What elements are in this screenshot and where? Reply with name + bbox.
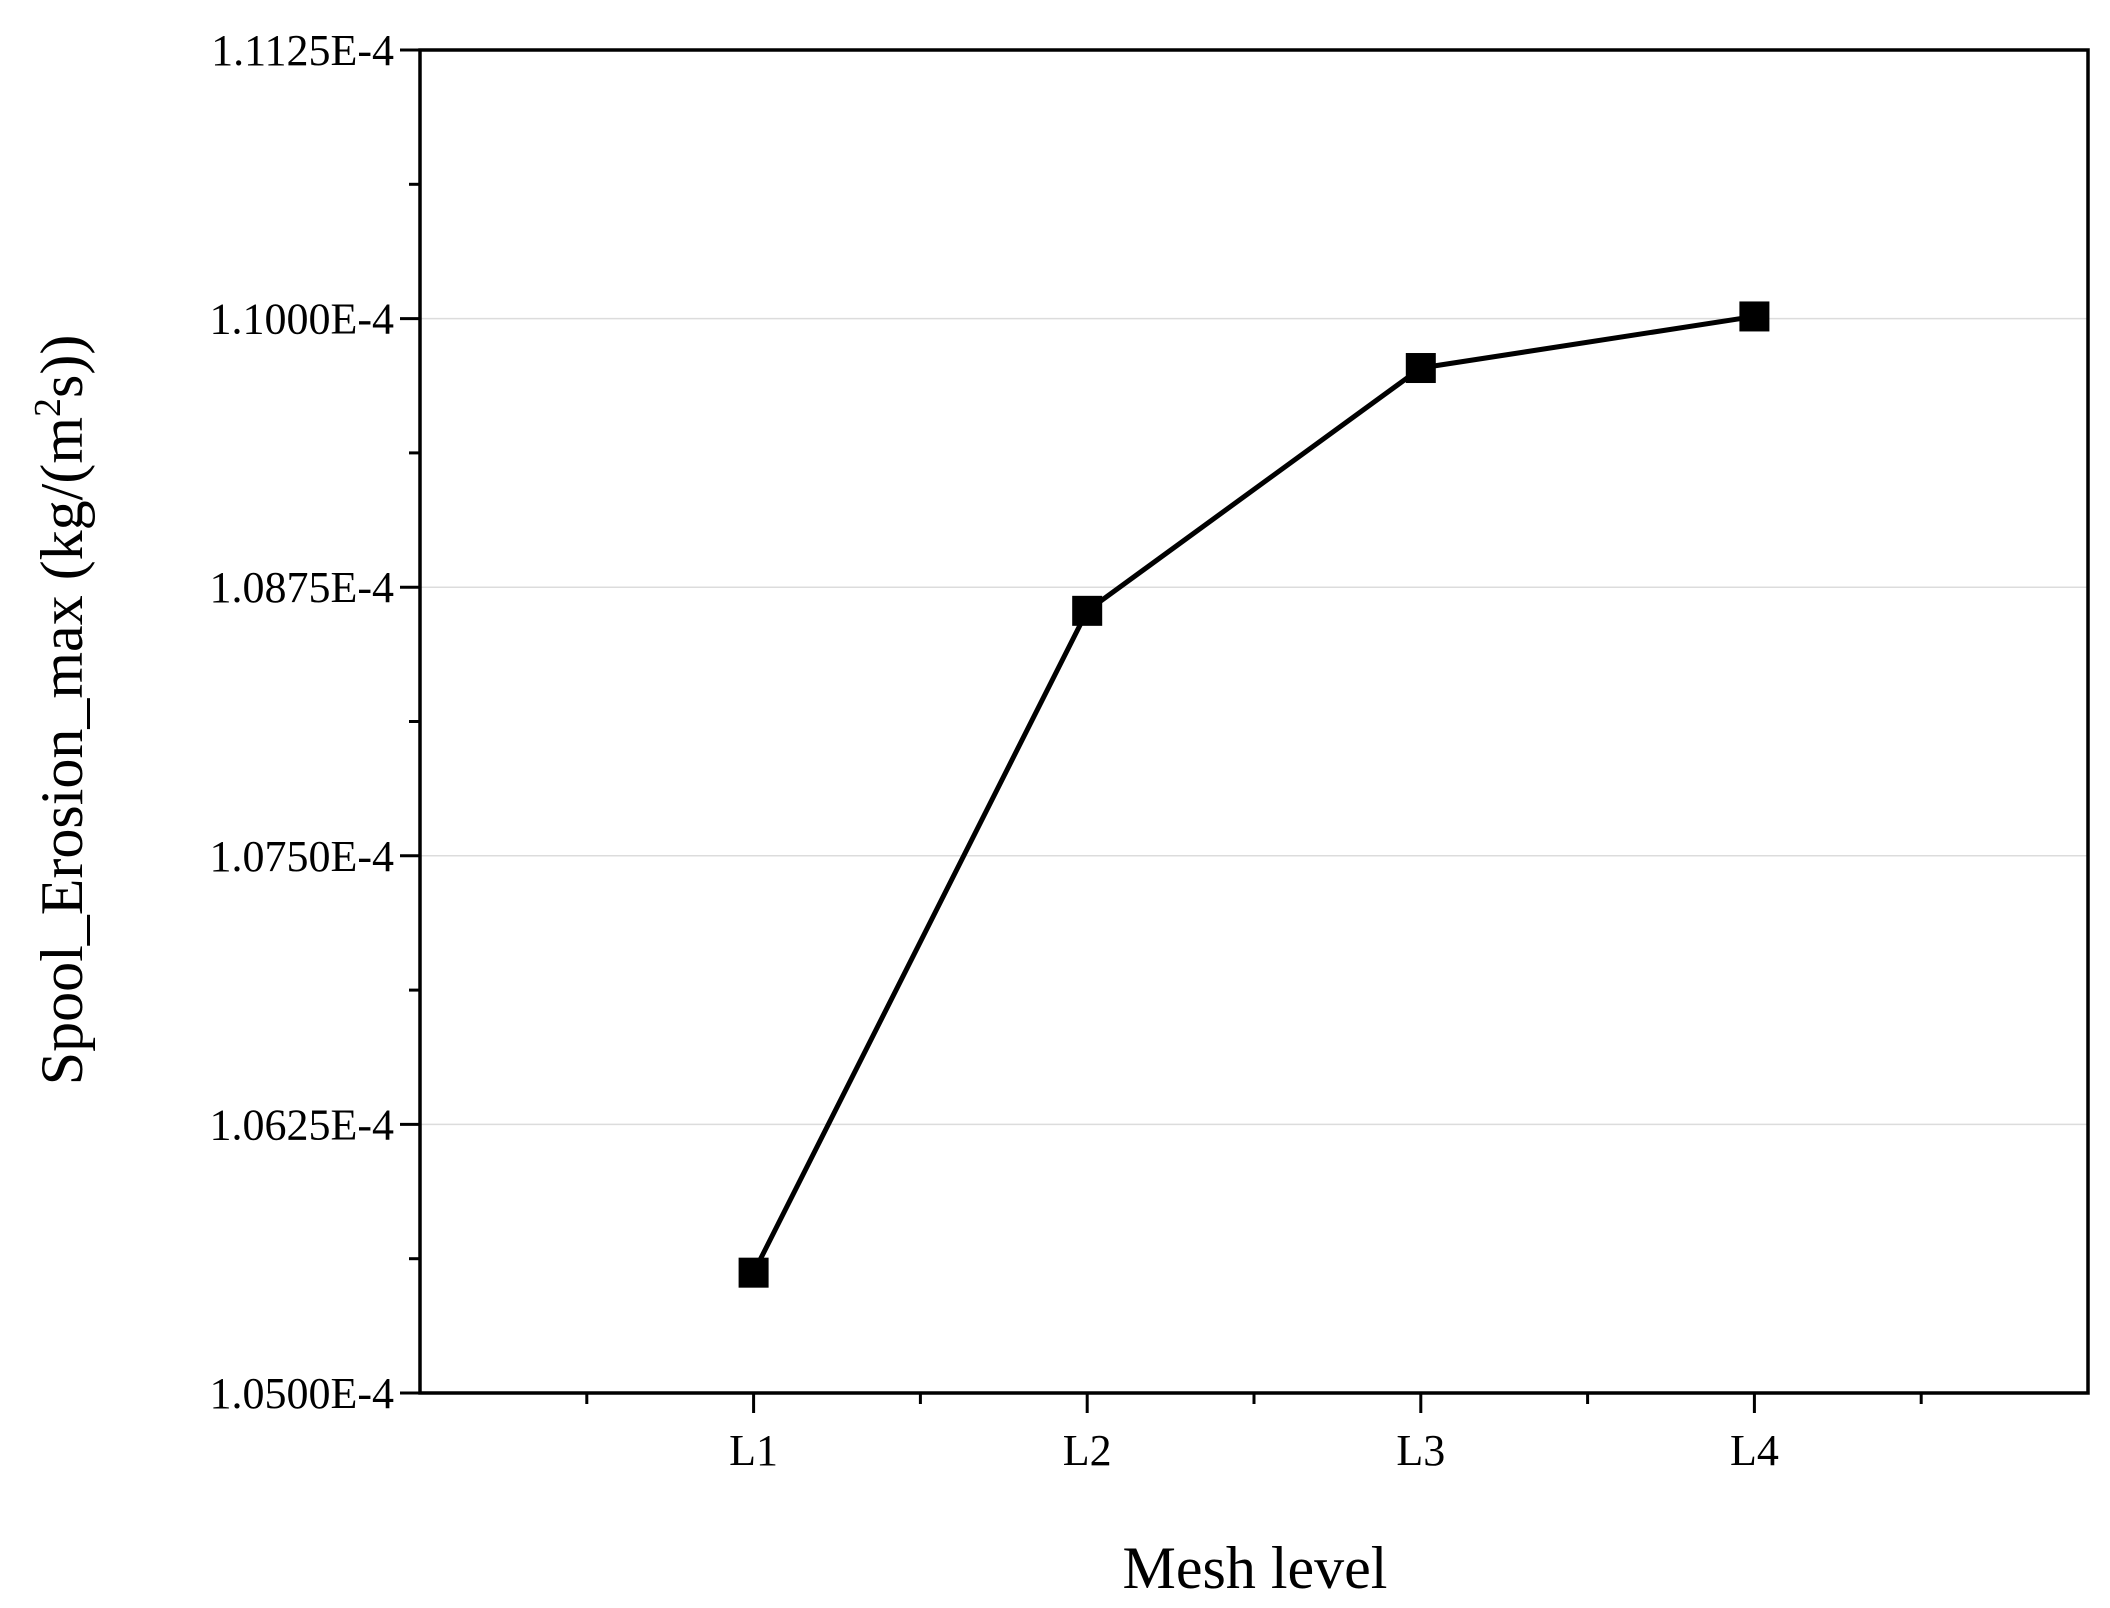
plot-border [418,48,2090,1395]
x-axis-ticks: L1 L2 L3 L4 [585,1393,1923,1475]
y-axis-title: Spool_Erosion_max (kg/(m2s)) [27,335,95,1086]
y-tick-label: 1.0500E-4 [209,1369,394,1418]
x-tick-label: L3 [1396,1426,1445,1475]
data-point-marker [1405,353,1436,384]
series-group [738,301,1770,1288]
x-tick-label: L4 [1730,1426,1779,1475]
y-tick-label: 1.1125E-4 [211,26,394,75]
data-point-marker [738,1257,769,1288]
x-tick-label: L1 [729,1426,778,1475]
data-point-marker [1072,595,1103,626]
y-tick-label: 1.0875E-4 [209,563,394,612]
x-tick-label: L2 [1063,1426,1112,1475]
series-line [751,313,1755,1274]
y-axis-title-main: Spool_Erosion_max (kg/(m [29,417,95,1085]
y-axis-title-superscript: 2 [27,398,69,417]
grid-lines [420,49,2088,1394]
y-tick-label: 1.0750E-4 [209,832,394,881]
plot-frame [418,48,2090,1395]
data-point-marker [1739,301,1770,332]
y-tick-label: 1.0625E-4 [209,1100,394,1149]
y-tick-label: 1.1000E-4 [209,295,394,344]
y-axis-title-end: s)) [29,335,95,398]
x-axis-title: Mesh level [1123,1535,1388,1601]
y-axis-ticks: 1.0500E-4 1.0625E-4 1.0750E-4 1.0875E-4 1.10… [209,26,420,1418]
